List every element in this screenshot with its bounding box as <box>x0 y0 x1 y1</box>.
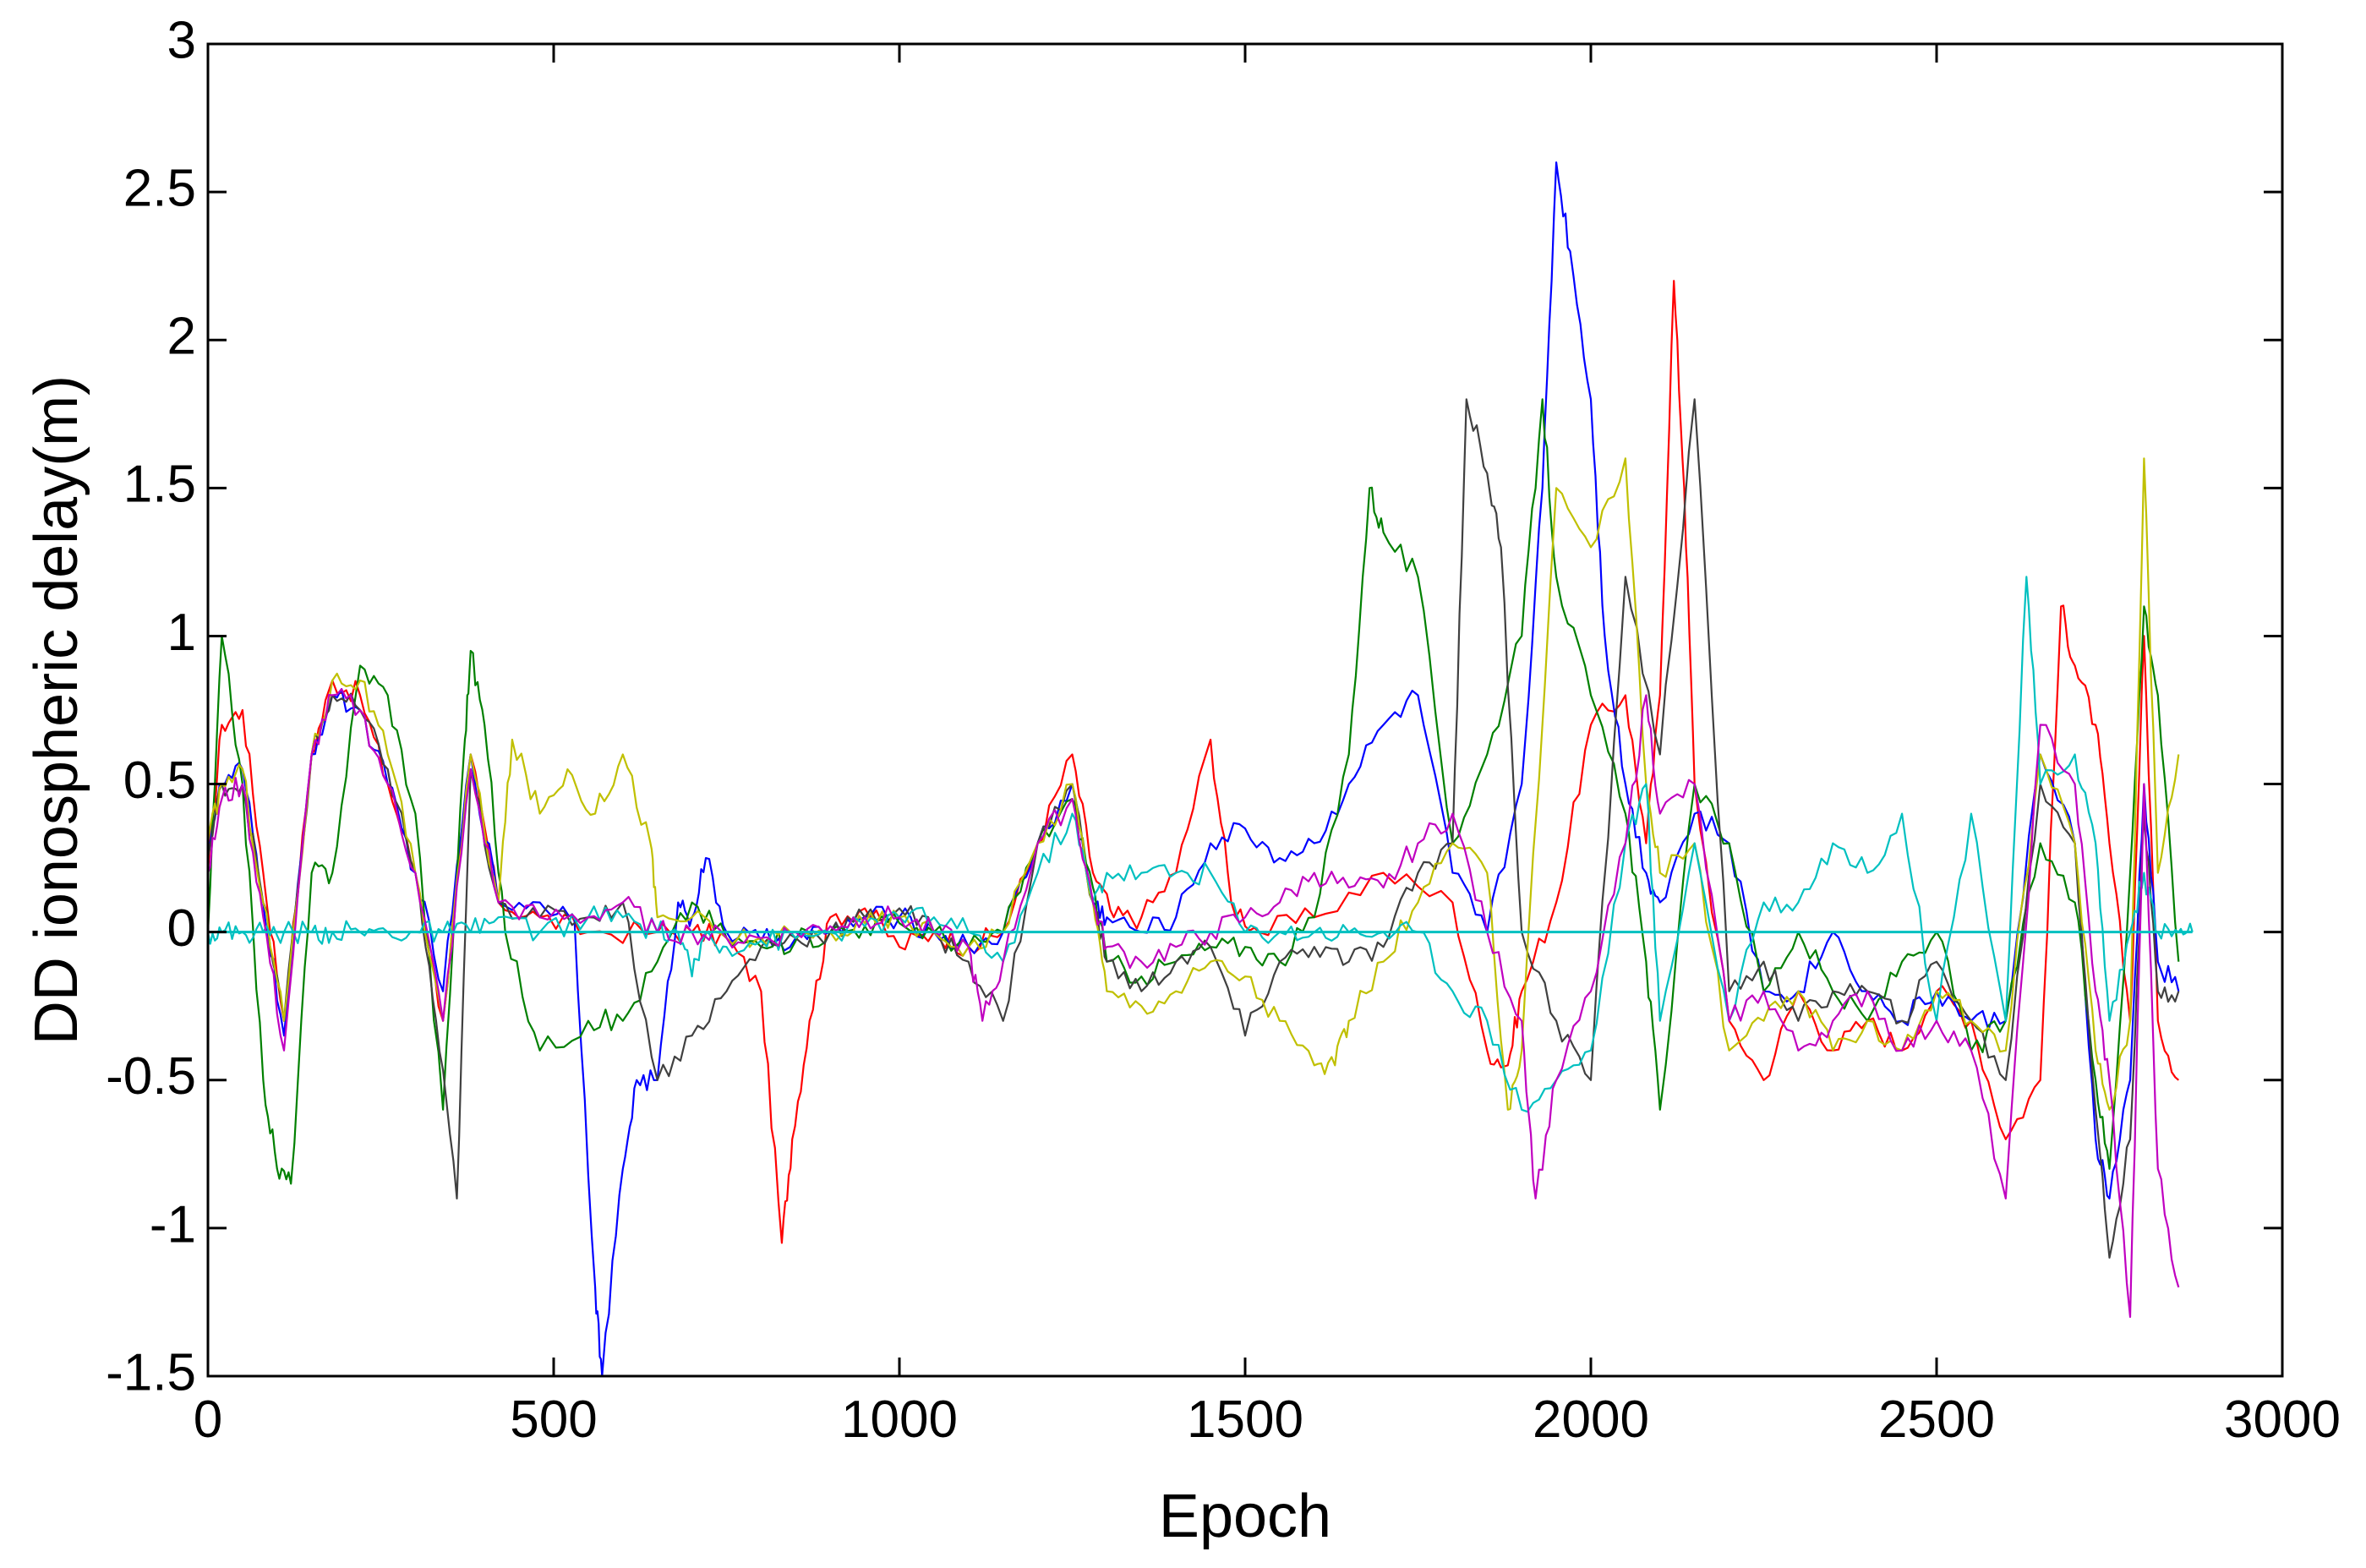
y-tick-label: 3 <box>167 11 196 69</box>
y-axis-label: DD ionospheric delay(m) <box>23 375 90 1045</box>
y-tick-label: 2 <box>167 308 196 366</box>
x-tick-label: 3000 <box>2224 1390 2341 1449</box>
x-tick-label: 0 <box>194 1390 222 1449</box>
y-tick-label: 0.5 <box>123 751 196 810</box>
y-tick-label: 1.5 <box>123 456 196 514</box>
y-tick-label: -1 <box>150 1195 196 1254</box>
x-tick-label: 2000 <box>1533 1390 1649 1449</box>
x-tick-label: 500 <box>510 1390 597 1449</box>
series-line-6 <box>206 576 2194 1113</box>
y-tick-label: -0.5 <box>106 1047 196 1106</box>
series-layer <box>206 161 2194 1378</box>
x-tick-label: 1500 <box>1187 1390 1303 1449</box>
series-line-2 <box>207 161 2180 1378</box>
x-tick-label: 2500 <box>1878 1390 1995 1449</box>
tick-layer: 0 500 1000 1500 2000 2500 3000 -1.5 -1 -0.5 0 0.5 1 1… <box>106 11 2341 1449</box>
y-tick-label: 1 <box>167 604 196 662</box>
series-line-5 <box>206 457 2180 1111</box>
y-tick-label: 2.5 <box>123 159 196 217</box>
x-tick-label: 1000 <box>841 1390 958 1449</box>
x-axis-label: Epoch <box>1159 1483 1331 1550</box>
y-tick-label: -1.5 <box>106 1343 196 1401</box>
y-tick-label: 0 <box>167 899 196 958</box>
series-line-4 <box>206 398 2180 1259</box>
series-line-7 <box>206 688 2180 1319</box>
